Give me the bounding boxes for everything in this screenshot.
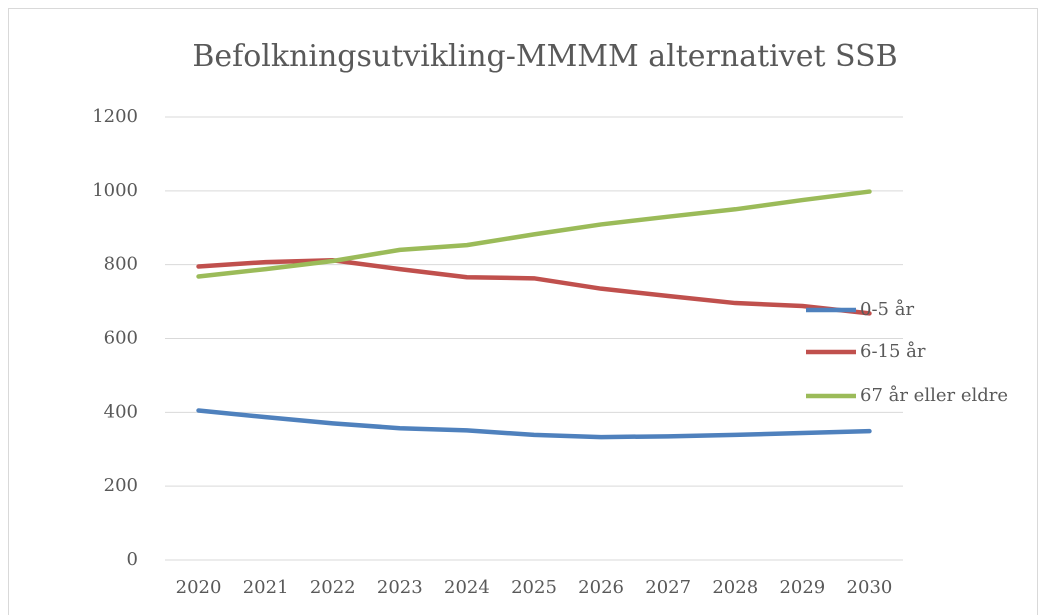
x-tick-label: 2025 [511, 577, 557, 598]
x-tick-label: 2024 [444, 577, 490, 598]
chart-title: Befolkningsutvikling-MMMM alternativet S… [192, 39, 897, 74]
legend-label: 6-15 år [860, 340, 926, 362]
series-line [196, 408, 872, 440]
x-tick-label: 2027 [645, 577, 691, 598]
legend-label: 0-5 år [860, 298, 914, 320]
y-tick-label: 1200 [92, 106, 138, 127]
y-tick-label: 0 [127, 549, 138, 570]
y-tick-label: 600 [104, 328, 138, 349]
x-tick-label: 2029 [779, 577, 825, 598]
x-tick-label: 2030 [847, 577, 893, 598]
y-tick-label: 200 [104, 475, 138, 496]
legend-label: 67 år eller eldre [860, 384, 1008, 406]
series-line [196, 257, 872, 316]
y-tick-label: 400 [104, 401, 138, 422]
x-tick-label: 2020 [176, 577, 222, 598]
x-tick-label: 2021 [243, 577, 289, 598]
x-tick-label: 2028 [712, 577, 758, 598]
y-tick-label: 800 [104, 254, 138, 275]
series-line [196, 189, 872, 279]
x-tick-label: 2022 [310, 577, 356, 598]
y-tick-label: 1000 [92, 180, 138, 201]
x-tick-label: 2026 [578, 577, 624, 598]
x-tick-label: 2023 [377, 577, 423, 598]
